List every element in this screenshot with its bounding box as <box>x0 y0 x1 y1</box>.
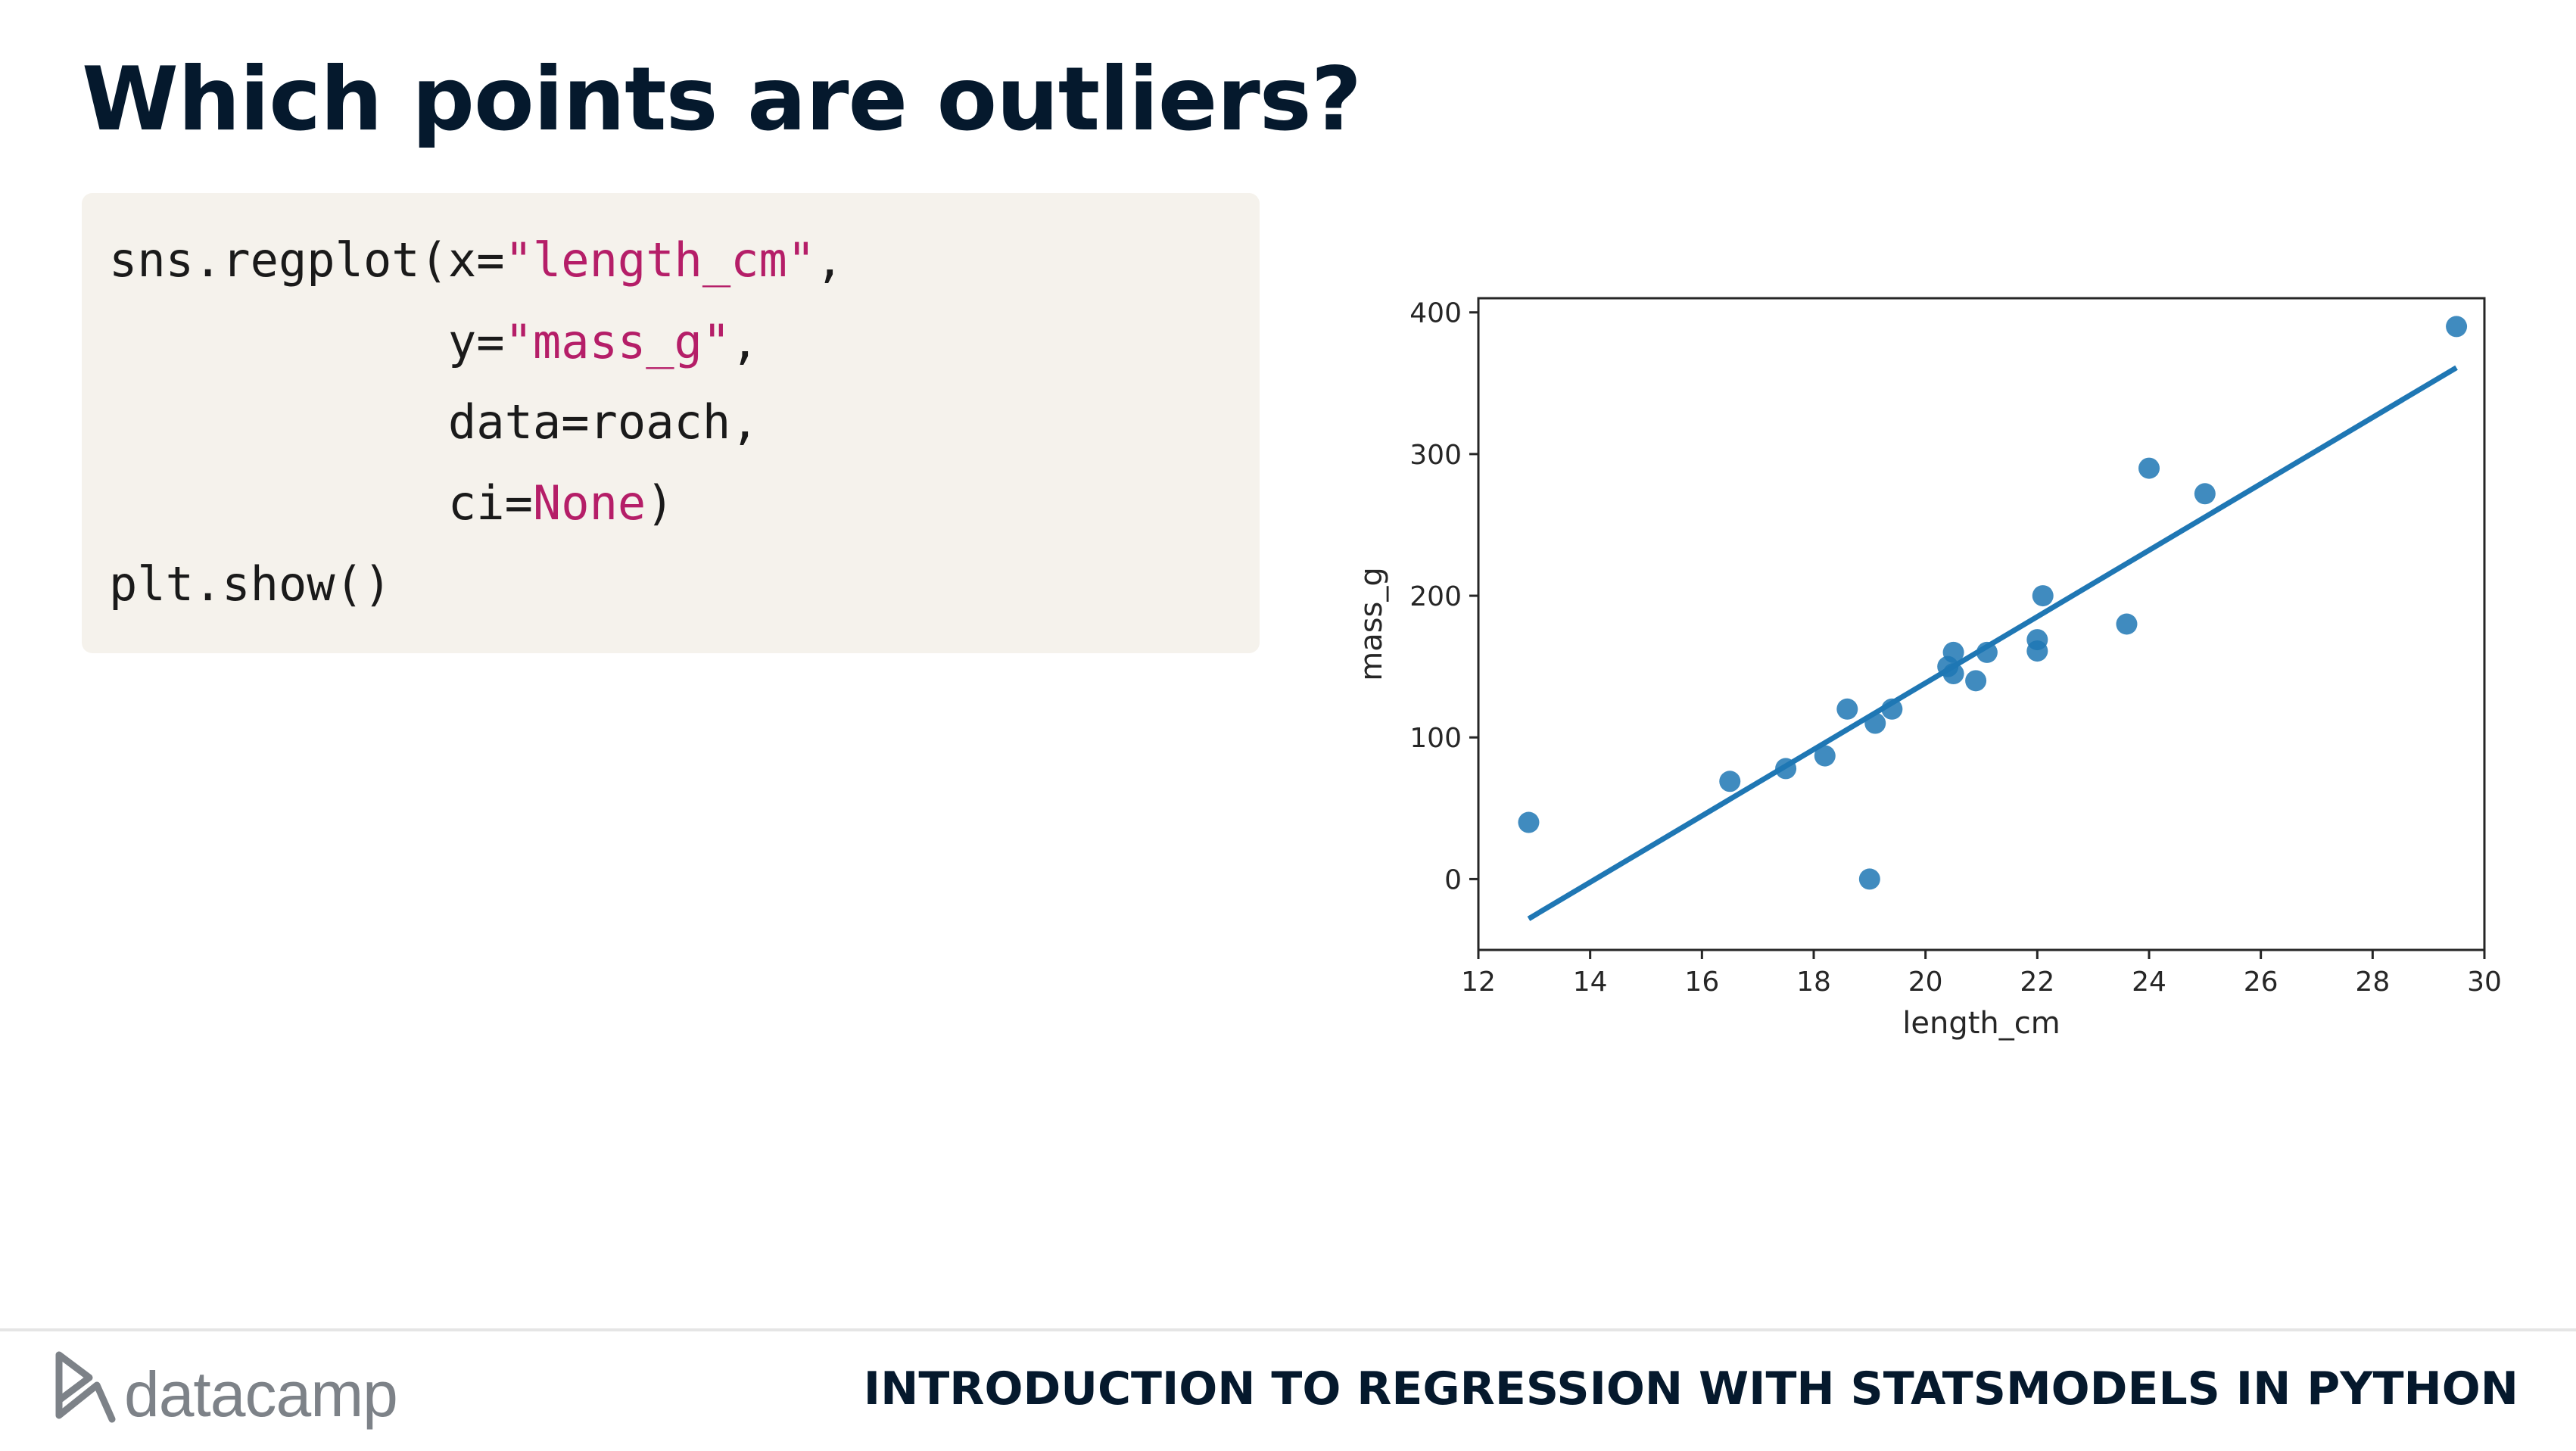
x-tick-label: 26 <box>2244 967 2279 998</box>
data-point <box>1836 698 1858 720</box>
x-tick-label: 20 <box>1908 967 1943 998</box>
code-line-5: plt.show() <box>109 556 392 612</box>
scatter-chart: 12 14 16 18 20 22 24 26 28 30 0 100 200 300 400 length_… <box>1332 272 2513 1060</box>
y-tick-label: 400 <box>1409 298 1462 329</box>
y-tick-label: 0 <box>1444 864 1462 895</box>
data-point <box>2194 483 2216 505</box>
x-tick-label: 30 <box>2467 967 2502 998</box>
y-tick-label: 200 <box>1409 581 1462 612</box>
data-point <box>1719 771 1741 792</box>
data-point <box>2116 613 2138 635</box>
data-point <box>1518 811 1540 833</box>
data-point <box>2032 585 2054 607</box>
plot-frame <box>1477 297 2486 951</box>
x-tick-label: 28 <box>2355 967 2390 998</box>
data-point <box>1858 868 1880 890</box>
code-keyword: None <box>532 475 646 531</box>
data-point <box>2138 457 2160 479</box>
x-axis-label: length_cm <box>1902 1006 2060 1041</box>
data-point <box>1775 758 1797 780</box>
logo-text: datacamp <box>124 1359 398 1430</box>
data-point <box>1942 663 1964 685</box>
data-point <box>1976 641 1998 663</box>
code-block: sns.regplot(x="length_cm", y="mass_g", d… <box>82 193 1260 653</box>
code-string: "length_cm" <box>504 232 816 288</box>
data-point <box>1864 712 1886 734</box>
slide-title: Which points are outliers? <box>82 48 1362 151</box>
chart-svg: 12 14 16 18 20 22 24 26 28 300100200300400length_… <box>1354 297 2502 1041</box>
y-axis-label: mass_g <box>1354 567 1389 681</box>
code-line-2: y="mass_g", <box>109 314 759 369</box>
code-line-4: ci=None) <box>109 475 674 531</box>
x-tick-label: 12 <box>1461 967 1496 998</box>
x-tick-label: 22 <box>2020 967 2054 998</box>
code-line-3: data=roach, <box>109 394 759 450</box>
code-text: , <box>815 232 844 288</box>
code-text: , <box>730 314 759 369</box>
code-text: ci= <box>109 475 533 531</box>
data-point <box>1965 670 1987 692</box>
data-point <box>2446 316 2468 338</box>
data-point <box>2026 640 2048 662</box>
regression-line <box>1527 365 2458 921</box>
y-tick-label: 300 <box>1409 440 1462 471</box>
code-line-1: sns.regplot(x="length_cm", <box>109 232 844 288</box>
x-tick-label: 16 <box>1684 967 1719 998</box>
data-point <box>1881 698 1903 720</box>
data-point <box>1814 745 1836 767</box>
code-text: sns.regplot(x= <box>109 232 505 288</box>
footer-divider <box>0 1328 2576 1331</box>
datacamp-logo-icon <box>55 1351 116 1423</box>
y-tick-label: 100 <box>1409 723 1462 754</box>
data-point <box>1942 641 1964 663</box>
x-tick-label: 14 <box>1573 967 1608 998</box>
x-tick-label: 24 <box>2132 967 2166 998</box>
datacamp-logo: datacamp <box>51 1347 445 1431</box>
code-text: ) <box>646 475 674 531</box>
x-tick-label: 18 <box>1796 967 1831 998</box>
course-title: INTRODUCTION TO REGRESSION WITH STATSMOD… <box>863 1362 2518 1415</box>
code-string: "mass_g" <box>504 314 731 369</box>
code-text: y= <box>109 314 505 369</box>
